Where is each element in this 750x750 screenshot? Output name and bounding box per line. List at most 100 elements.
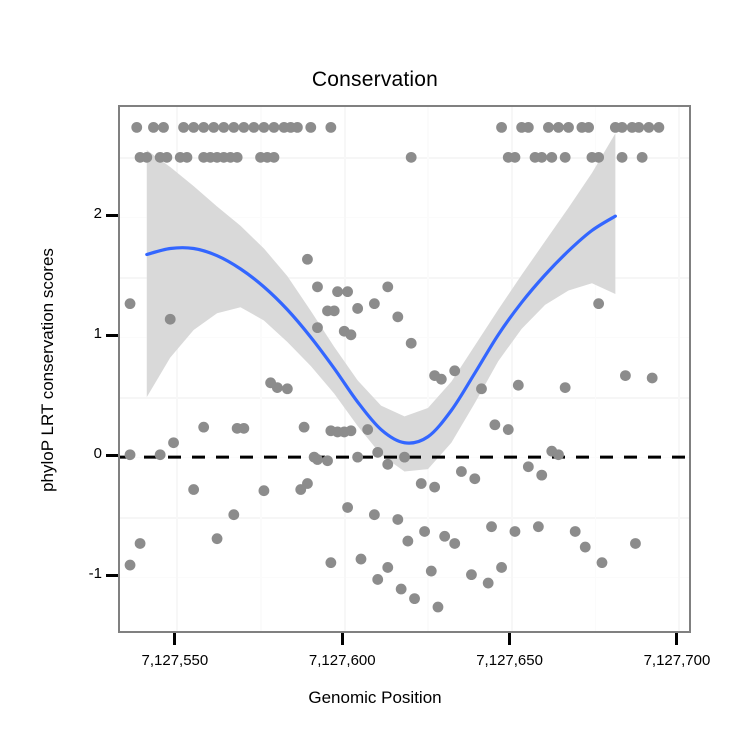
- plot-area: [120, 107, 689, 631]
- gridline-vertical-minor: [594, 107, 597, 631]
- scatter-point: [409, 593, 420, 605]
- scatter-point: [368, 298, 380, 310]
- y-axis-tick-label: 2: [93, 205, 102, 223]
- scatter-point: [258, 485, 270, 497]
- scatter-point: [312, 322, 323, 334]
- scatter-point: [392, 311, 404, 323]
- scatter-point: [372, 574, 384, 585]
- gridline-vertical-minor: [427, 107, 429, 631]
- y-axis-tick-label: 1: [93, 325, 102, 343]
- scatter-point: [362, 424, 374, 435]
- scatter-point: [164, 313, 176, 325]
- scatter-point: [181, 151, 193, 163]
- scatter-point: [532, 521, 544, 533]
- scatter-point: [419, 526, 430, 537]
- y-axis-tick: [106, 213, 118, 217]
- scatter-point: [395, 583, 407, 595]
- scatter-point: [298, 421, 310, 433]
- x-axis-tick: [173, 633, 177, 645]
- scatter-point: [435, 373, 447, 385]
- scatter-point: [456, 466, 467, 477]
- scatter-point: [368, 509, 380, 521]
- gridline-horizontal: [120, 576, 689, 579]
- scatter-point: [486, 521, 497, 533]
- scatter-point: [332, 286, 343, 298]
- y-axis-label: phyloP LRT conservation scores: [38, 248, 57, 492]
- scatter-point: [579, 541, 591, 553]
- scatter-point: [124, 559, 136, 571]
- scatter-point: [496, 121, 507, 133]
- scatter-point: [322, 455, 333, 467]
- scatter-point: [268, 151, 280, 163]
- scatter-point: [512, 379, 524, 391]
- x-axis-tick: [508, 633, 512, 645]
- scatter-point: [161, 151, 173, 163]
- scatter-point: [211, 533, 223, 545]
- scatter-point: [238, 422, 250, 434]
- scatter-point: [345, 329, 357, 341]
- gridline-horizontal-minor: [120, 396, 689, 399]
- scatter-point: [553, 449, 564, 461]
- scatter-point: [238, 121, 250, 133]
- scatter-point: [469, 473, 481, 485]
- scatter-point: [342, 286, 353, 298]
- scatter-point: [382, 562, 394, 573]
- scatter-point: [382, 281, 394, 293]
- gridline-horizontal: [120, 216, 689, 219]
- scatter-point: [439, 530, 451, 542]
- scatter-point: [402, 535, 414, 547]
- scatter-point: [392, 514, 404, 525]
- scatter-point: [405, 337, 417, 349]
- scatter-point: [563, 121, 574, 133]
- scatter-point: [228, 509, 240, 521]
- scatter-point: [593, 151, 605, 163]
- y-axis-tick: [106, 333, 118, 337]
- scatter-point: [352, 303, 364, 314]
- scatter-point: [188, 121, 200, 133]
- scatter-point: [489, 419, 501, 431]
- scatter-point: [281, 383, 293, 395]
- x-axis-label: Genomic Position: [308, 688, 442, 707]
- scatter-point: [425, 565, 437, 577]
- scatter-point: [271, 382, 283, 393]
- scatter-point: [559, 151, 571, 163]
- scatter-point: [432, 601, 444, 613]
- plot-graphics: [120, 121, 689, 613]
- scatter-point: [633, 121, 645, 133]
- scatter-point: [305, 121, 317, 133]
- gridline-horizontal-minor: [120, 276, 689, 279]
- scatter-point: [616, 121, 628, 133]
- scatter-point: [231, 151, 243, 163]
- plot-panel: [118, 105, 691, 633]
- scatter-point: [415, 478, 427, 489]
- scatter-point: [312, 454, 323, 465]
- scatter-point: [131, 121, 143, 133]
- scatter-point: [198, 421, 210, 433]
- scatter-point: [178, 121, 189, 133]
- gridline-vertical: [678, 107, 681, 631]
- scatter-point: [546, 151, 558, 163]
- scatter-point: [158, 121, 169, 133]
- scatter-point: [208, 121, 220, 133]
- scatter-point: [630, 538, 641, 549]
- scatter-point: [616, 151, 628, 163]
- scatter-point: [342, 502, 353, 513]
- scatter-point: [328, 305, 340, 317]
- scatter-point: [258, 121, 270, 133]
- scatter-point: [141, 151, 153, 163]
- scatter-point: [509, 151, 521, 163]
- scatter-point: [248, 121, 260, 133]
- scatter-point: [502, 424, 514, 435]
- scatter-point: [653, 121, 665, 133]
- scatter-point: [553, 121, 564, 133]
- scatter-point: [509, 526, 521, 537]
- scatter-point: [124, 298, 136, 310]
- scatter-point: [593, 298, 605, 310]
- scatter-point: [449, 538, 461, 549]
- scatter-point: [536, 469, 548, 481]
- scatter-points-group: [124, 121, 665, 613]
- gridline-vertical: [176, 107, 179, 631]
- scatter-point: [325, 121, 337, 133]
- scatter-point: [134, 538, 146, 549]
